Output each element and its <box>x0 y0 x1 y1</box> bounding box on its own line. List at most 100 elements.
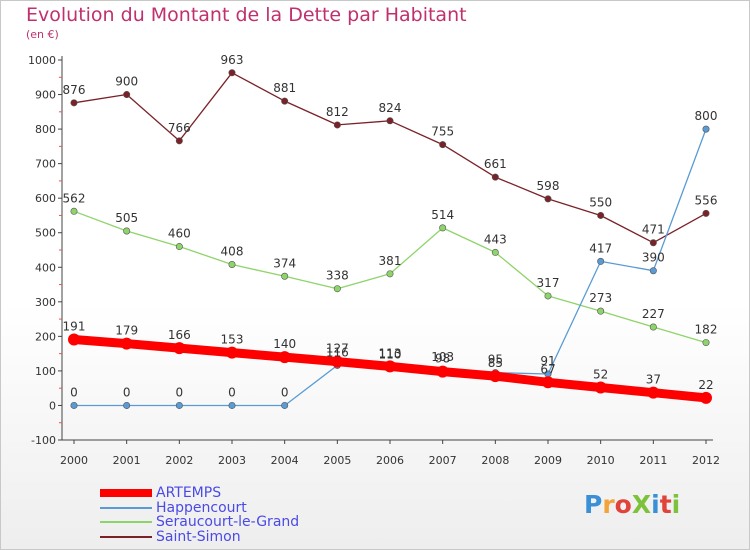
data-label: 963 <box>221 53 244 67</box>
data-point <box>70 401 78 409</box>
legend-swatch <box>100 506 152 509</box>
data-label: 0 <box>228 385 236 399</box>
data-label: 876 <box>63 83 86 97</box>
data-label: 0 <box>123 385 131 399</box>
data-point <box>597 307 605 315</box>
y-tick-label: 400 <box>35 261 56 274</box>
data-label: 37 <box>646 373 661 387</box>
y-tick-label: 600 <box>35 192 56 205</box>
data-label: 505 <box>115 211 138 225</box>
data-point <box>439 224 447 232</box>
y-tick-label: 700 <box>35 158 56 171</box>
x-tick-label: 2003 <box>218 454 246 467</box>
x-tick-label: 2012 <box>692 454 720 467</box>
y-tick-label: 500 <box>35 227 56 240</box>
data-label: 374 <box>273 256 296 270</box>
chart-title: Evolution du Montant de la Dette par Hab… <box>26 4 467 26</box>
data-point <box>386 270 394 278</box>
chart-subtitle: (en €) <box>26 28 59 41</box>
logo-letter: i <box>651 490 660 519</box>
x-tick-label: 2005 <box>323 454 351 467</box>
data-point <box>173 342 186 355</box>
data-label: 179 <box>115 324 138 338</box>
x-tick-label: 2004 <box>271 454 299 467</box>
data-label: 766 <box>168 121 191 135</box>
x-tick-label: 2011 <box>639 454 667 467</box>
data-label: 227 <box>642 307 665 321</box>
data-point <box>597 257 605 265</box>
data-point <box>384 360 396 373</box>
y-tick-label: -100 <box>31 434 56 447</box>
data-label: 98 <box>435 352 450 366</box>
data-point <box>649 239 657 247</box>
data-point <box>702 339 710 347</box>
x-tick-label: 2007 <box>429 454 457 467</box>
legend-item: Seraucourt-le-Grand <box>100 515 299 530</box>
x-tick-label: 2009 <box>534 454 562 467</box>
data-label: 127 <box>326 342 349 356</box>
data-label: 381 <box>379 254 402 268</box>
data-point <box>649 267 657 275</box>
data-label: 514 <box>431 208 454 222</box>
data-label: 113 <box>379 346 402 360</box>
data-label: 22 <box>698 378 713 392</box>
data-point <box>491 248 499 256</box>
data-label: 471 <box>642 223 665 237</box>
data-label: 562 <box>63 191 86 205</box>
data-point <box>123 91 131 99</box>
data-point <box>228 69 236 77</box>
data-label: 103 <box>431 350 454 364</box>
legend-swatch <box>100 535 152 538</box>
data-point <box>649 323 657 331</box>
data-label: 900 <box>115 75 138 89</box>
logo-letter: P <box>584 490 603 519</box>
y-tick-label: 100 <box>35 365 56 378</box>
data-label: 661 <box>484 157 507 171</box>
y-tick-label: 0 <box>49 399 56 412</box>
data-point <box>489 370 502 383</box>
legend-label: Seraucourt-le-Grand <box>156 514 300 530</box>
data-label: 881 <box>273 81 296 95</box>
proxiti-logo: ProXiti <box>584 490 680 519</box>
data-label: 460 <box>168 227 191 241</box>
data-point <box>281 401 289 409</box>
data-label: 443 <box>484 232 507 246</box>
data-label: 0 <box>176 385 184 399</box>
data-label: 390 <box>642 251 665 265</box>
data-point <box>544 195 552 203</box>
data-point <box>123 401 131 409</box>
legend-label: Saint-Simon <box>156 528 241 545</box>
data-label: 550 <box>589 195 612 209</box>
x-tick-label: 2001 <box>113 454 141 467</box>
logo-letter: t <box>659 490 672 519</box>
data-point <box>281 272 289 280</box>
data-label: 85 <box>488 356 503 370</box>
series-line-saint-simon <box>73 72 707 244</box>
data-point <box>68 333 80 346</box>
legend-label: Happencourt <box>156 499 247 516</box>
x-tick-label: 2008 <box>481 454 509 467</box>
legend-swatch <box>100 489 152 498</box>
data-label: 556 <box>695 193 718 207</box>
y-tick-label: 200 <box>35 330 56 343</box>
x-tick-label: 2002 <box>165 454 193 467</box>
data-point <box>597 211 605 219</box>
y-tick-label: 1000 <box>28 54 56 67</box>
data-point <box>175 243 183 251</box>
data-point <box>123 227 131 235</box>
x-tick-label: 2000 <box>60 454 88 467</box>
data-label: 417 <box>589 241 612 255</box>
data-point <box>594 381 607 394</box>
data-point <box>281 97 289 105</box>
legend-label: ARTEMPS <box>156 485 222 501</box>
data-point <box>436 365 449 378</box>
data-point <box>439 141 447 149</box>
legend-swatch <box>100 521 152 524</box>
data-point <box>175 137 183 145</box>
data-label: 824 <box>379 101 402 115</box>
x-tick-label: 2006 <box>376 454 404 467</box>
logo-letter: i <box>671 490 681 519</box>
data-label: 91 <box>540 354 555 368</box>
data-point <box>702 209 710 217</box>
